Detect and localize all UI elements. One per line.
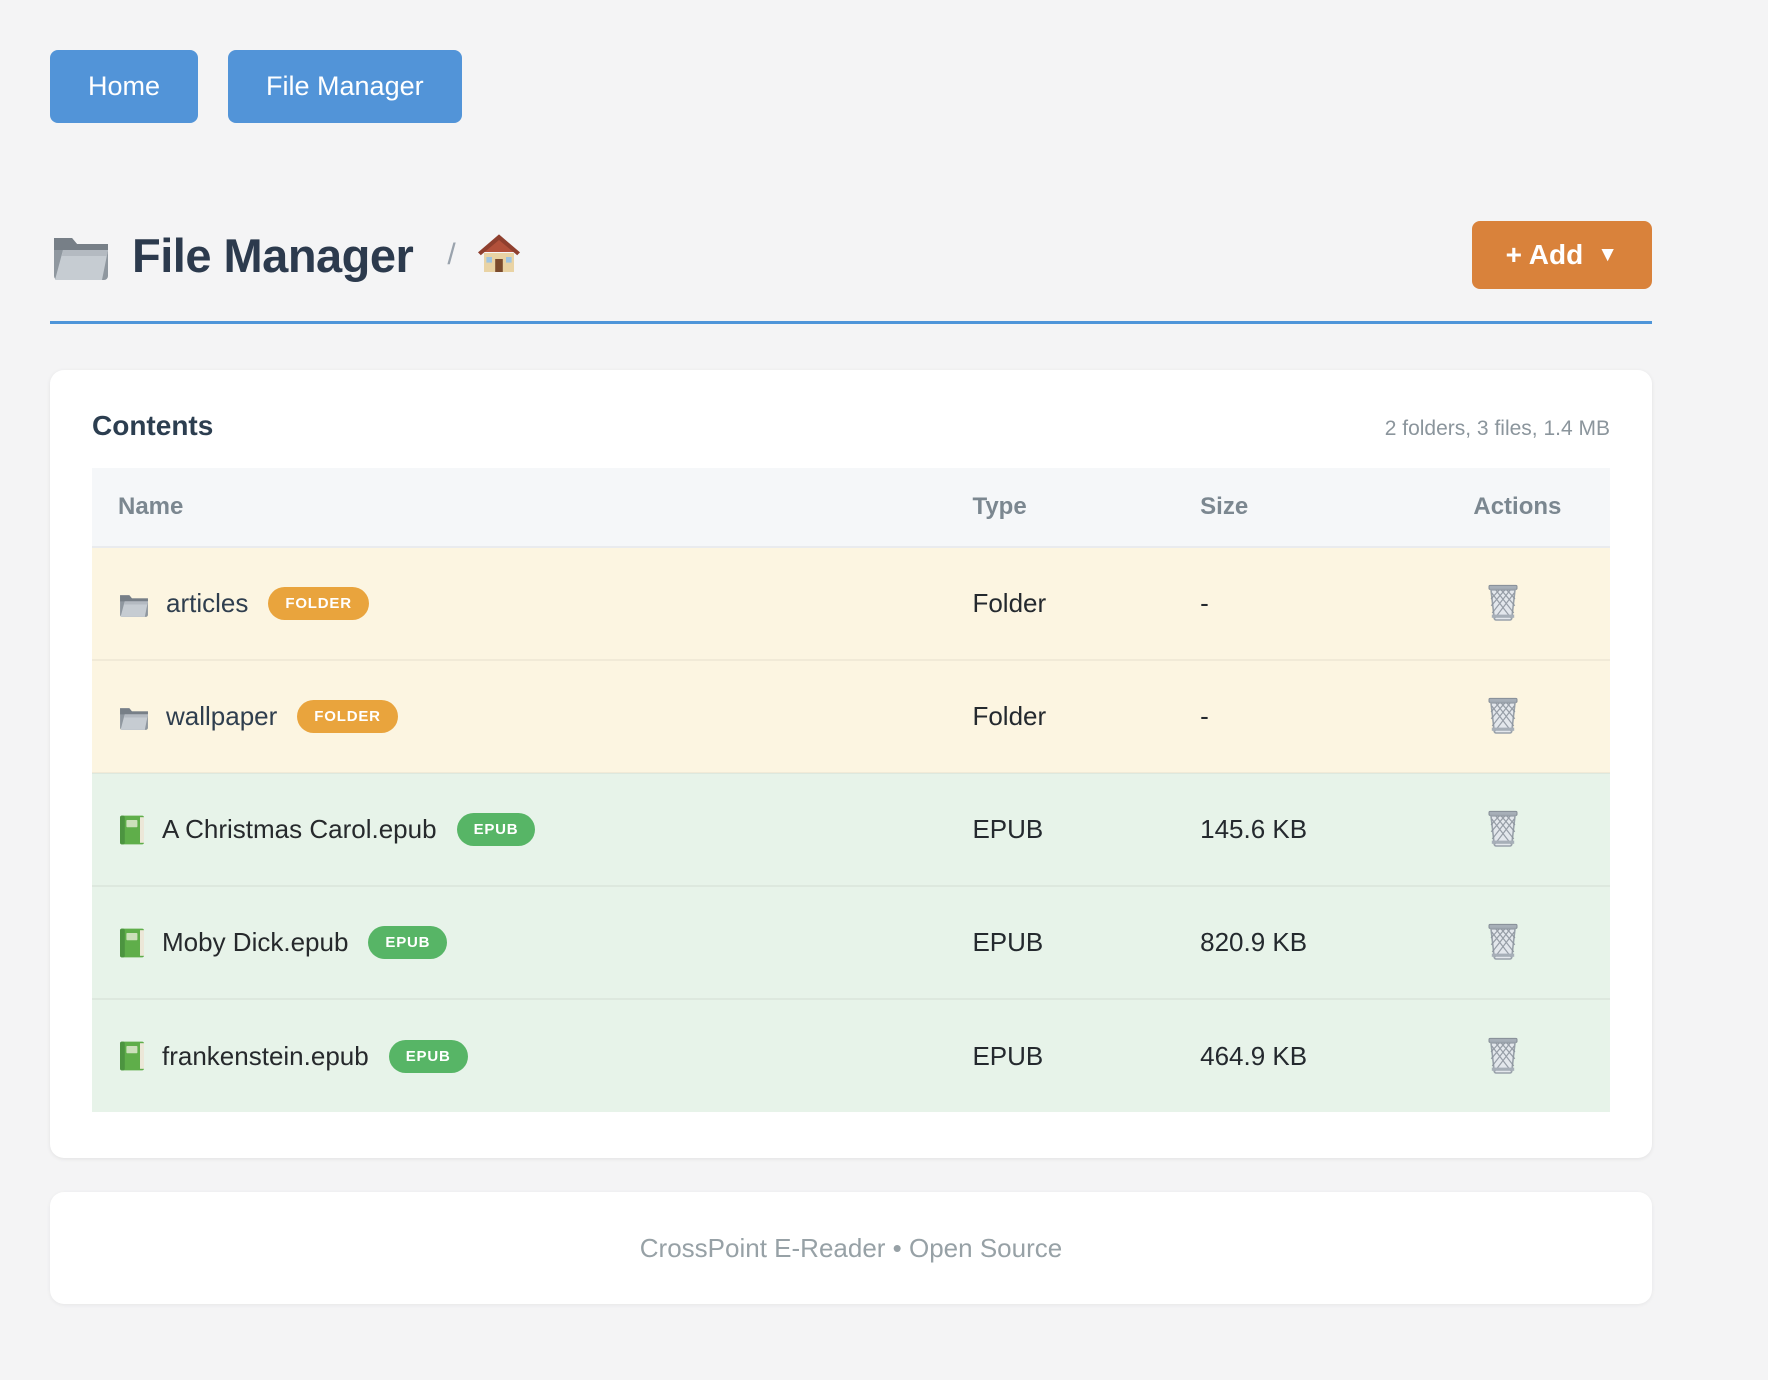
card-title: Contents (92, 410, 213, 442)
book-icon (118, 814, 146, 846)
file-name: wallpaper (166, 701, 277, 732)
file-table-body: articles FOLDER Folder - (92, 547, 1610, 1112)
table-row[interactable]: wallpaper FOLDER Folder - (92, 660, 1610, 773)
type-cell: EPUB (972, 773, 1200, 886)
footer-card: CrossPoint E-Reader • Open Source (50, 1192, 1652, 1304)
title-divider (50, 321, 1652, 324)
file-table: Name Type Size Actions articles FOLDER F… (92, 468, 1610, 1112)
contents-summary: 2 folders, 3 files, 1.4 MB (1385, 417, 1610, 441)
table-row[interactable]: A Christmas Carol.epub EPUB EPUB 145.6 K… (92, 773, 1610, 886)
add-button-label: + Add (1506, 239, 1584, 271)
actions-cell (1473, 547, 1610, 660)
trash-icon[interactable] (1485, 581, 1521, 621)
size-cell: - (1200, 547, 1473, 660)
name-cell: articles FOLDER (92, 547, 972, 660)
page-title: File Manager (132, 228, 413, 283)
name-cell: A Christmas Carol.epub EPUB (92, 773, 972, 886)
top-nav: Home File Manager (50, 0, 1652, 123)
folder-icon (118, 590, 150, 618)
type-cell: EPUB (972, 999, 1200, 1112)
file-name: articles (166, 588, 248, 619)
column-header-type: Type (972, 468, 1200, 547)
add-button[interactable]: + Add ▼ (1472, 221, 1652, 289)
column-header-name: Name (92, 468, 972, 547)
caret-down-icon: ▼ (1597, 243, 1618, 267)
book-icon (118, 1040, 146, 1072)
file-name: Moby Dick.epub (162, 927, 348, 958)
table-row[interactable]: frankenstein.epub EPUB EPUB 464.9 KB (92, 999, 1610, 1112)
size-cell: - (1200, 660, 1473, 773)
type-cell: EPUB (972, 886, 1200, 999)
nav-button-home[interactable]: Home (50, 50, 198, 123)
type-badge: EPUB (389, 1040, 468, 1073)
type-badge: FOLDER (297, 700, 397, 733)
nav-button-file-manager[interactable]: File Manager (228, 50, 462, 123)
actions-cell (1473, 660, 1610, 773)
breadcrumb-separator: / (447, 238, 455, 272)
file-name: frankenstein.epub (162, 1041, 369, 1072)
trash-icon[interactable] (1485, 694, 1521, 734)
book-icon (118, 927, 146, 959)
column-header-actions: Actions (1473, 468, 1610, 547)
file-table-head: Name Type Size Actions (92, 468, 1610, 547)
footer-text: CrossPoint E-Reader • Open Source (640, 1233, 1062, 1264)
house-icon[interactable] (478, 234, 520, 277)
column-header-size: Size (1200, 468, 1473, 547)
type-badge: EPUB (457, 813, 536, 846)
page-container: Home File Manager File Manager / (50, 0, 1652, 1304)
table-row[interactable]: Moby Dick.epub EPUB EPUB 820.9 KB (92, 886, 1610, 999)
title-group: File Manager / (50, 228, 520, 283)
type-cell: Folder (972, 660, 1200, 773)
folder-icon (118, 703, 150, 731)
trash-icon[interactable] (1485, 1034, 1521, 1074)
file-name: A Christmas Carol.epub (162, 814, 437, 845)
type-badge: EPUB (368, 926, 447, 959)
table-row[interactable]: articles FOLDER Folder - (92, 547, 1610, 660)
size-cell: 464.9 KB (1200, 999, 1473, 1112)
type-cell: Folder (972, 547, 1200, 660)
name-cell: Moby Dick.epub EPUB (92, 886, 972, 999)
type-badge: FOLDER (268, 587, 368, 620)
folder-icon (50, 228, 112, 282)
size-cell: 820.9 KB (1200, 886, 1473, 999)
contents-card: Contents 2 folders, 3 files, 1.4 MB Name… (50, 370, 1652, 1158)
contents-card-header: Contents 2 folders, 3 files, 1.4 MB (92, 410, 1610, 442)
trash-icon[interactable] (1485, 920, 1521, 960)
actions-cell (1473, 773, 1610, 886)
actions-cell (1473, 999, 1610, 1112)
trash-icon[interactable] (1485, 807, 1521, 847)
name-cell: wallpaper FOLDER (92, 660, 972, 773)
page-header: File Manager / + Add ▼ (50, 221, 1652, 289)
size-cell: 145.6 KB (1200, 773, 1473, 886)
name-cell: frankenstein.epub EPUB (92, 999, 972, 1112)
actions-cell (1473, 886, 1610, 999)
header-row: Name Type Size Actions (92, 468, 1610, 547)
